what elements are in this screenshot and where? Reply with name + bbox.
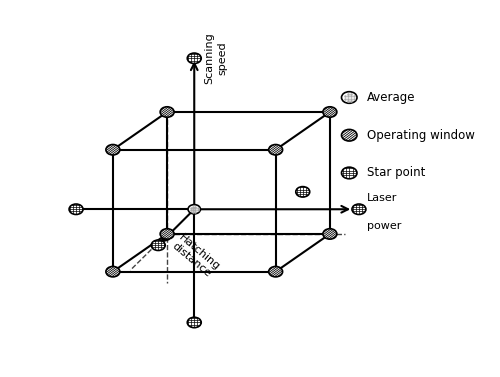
- Text: Hatching
distance: Hatching distance: [170, 232, 222, 281]
- Circle shape: [106, 267, 120, 277]
- Circle shape: [160, 107, 174, 117]
- Circle shape: [188, 53, 201, 64]
- Circle shape: [352, 204, 366, 215]
- Circle shape: [342, 129, 357, 141]
- Text: Average: Average: [366, 91, 415, 104]
- Text: speed: speed: [218, 41, 228, 75]
- Circle shape: [323, 107, 337, 117]
- Text: Laser: Laser: [366, 193, 397, 204]
- Circle shape: [69, 204, 83, 215]
- Circle shape: [268, 144, 282, 155]
- Circle shape: [106, 144, 120, 155]
- Circle shape: [160, 229, 174, 239]
- Text: Operating window: Operating window: [366, 129, 474, 142]
- Circle shape: [188, 317, 201, 328]
- Circle shape: [151, 240, 165, 250]
- Circle shape: [323, 229, 337, 239]
- Text: power: power: [366, 221, 401, 231]
- Circle shape: [342, 167, 357, 179]
- Circle shape: [188, 205, 200, 214]
- Circle shape: [296, 187, 310, 197]
- Text: Star point: Star point: [366, 167, 425, 179]
- Circle shape: [342, 92, 357, 103]
- Text: Scanning: Scanning: [204, 32, 214, 84]
- Circle shape: [268, 267, 282, 277]
